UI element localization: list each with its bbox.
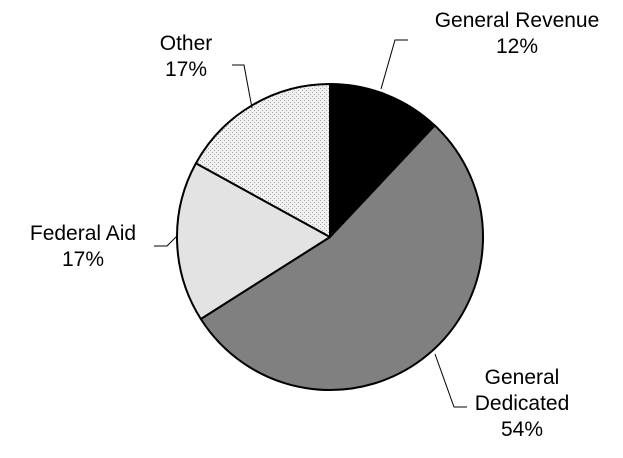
slice-percent-label: 17%: [165, 58, 207, 81]
data-labels-layer: General Revenue 12% General Dedicated 54% Fed…: [30, 9, 599, 441]
slice-name-label: General: [485, 366, 560, 389]
slice-percent-label: 12%: [496, 35, 538, 58]
slice-name-label: Federal Aid: [30, 222, 136, 245]
data-label-other: Other 17%: [160, 32, 213, 81]
pie-slice-other: [194, 83, 331, 238]
leader-line-general-dedicated: [434, 353, 467, 408]
data-label-general-dedicated: General Dedicated 54%: [475, 366, 570, 441]
pie-slice-federal-aid: [176, 162, 331, 320]
leader-line-general-revenue: [380, 39, 408, 90]
slice-name-label: General Revenue: [435, 9, 600, 32]
data-label-general-revenue: General Revenue 12%: [435, 9, 600, 58]
pie-slice-general-revenue: [329, 83, 436, 238]
slice-percent-label: 17%: [62, 248, 104, 271]
slice-percent-label: 54%: [501, 418, 543, 441]
data-label-federal-aid: Federal Aid 17%: [30, 222, 136, 271]
pie-slice-general-dedicated: [199, 124, 484, 391]
slice-name-label: Dedicated: [475, 392, 570, 415]
slice-name-label: Other: [160, 32, 213, 55]
leader-lines-layer: [154, 39, 467, 408]
slices-layer: [176, 83, 484, 391]
leader-line-federal-aid: [154, 235, 178, 247]
leader-line-other: [232, 64, 253, 109]
